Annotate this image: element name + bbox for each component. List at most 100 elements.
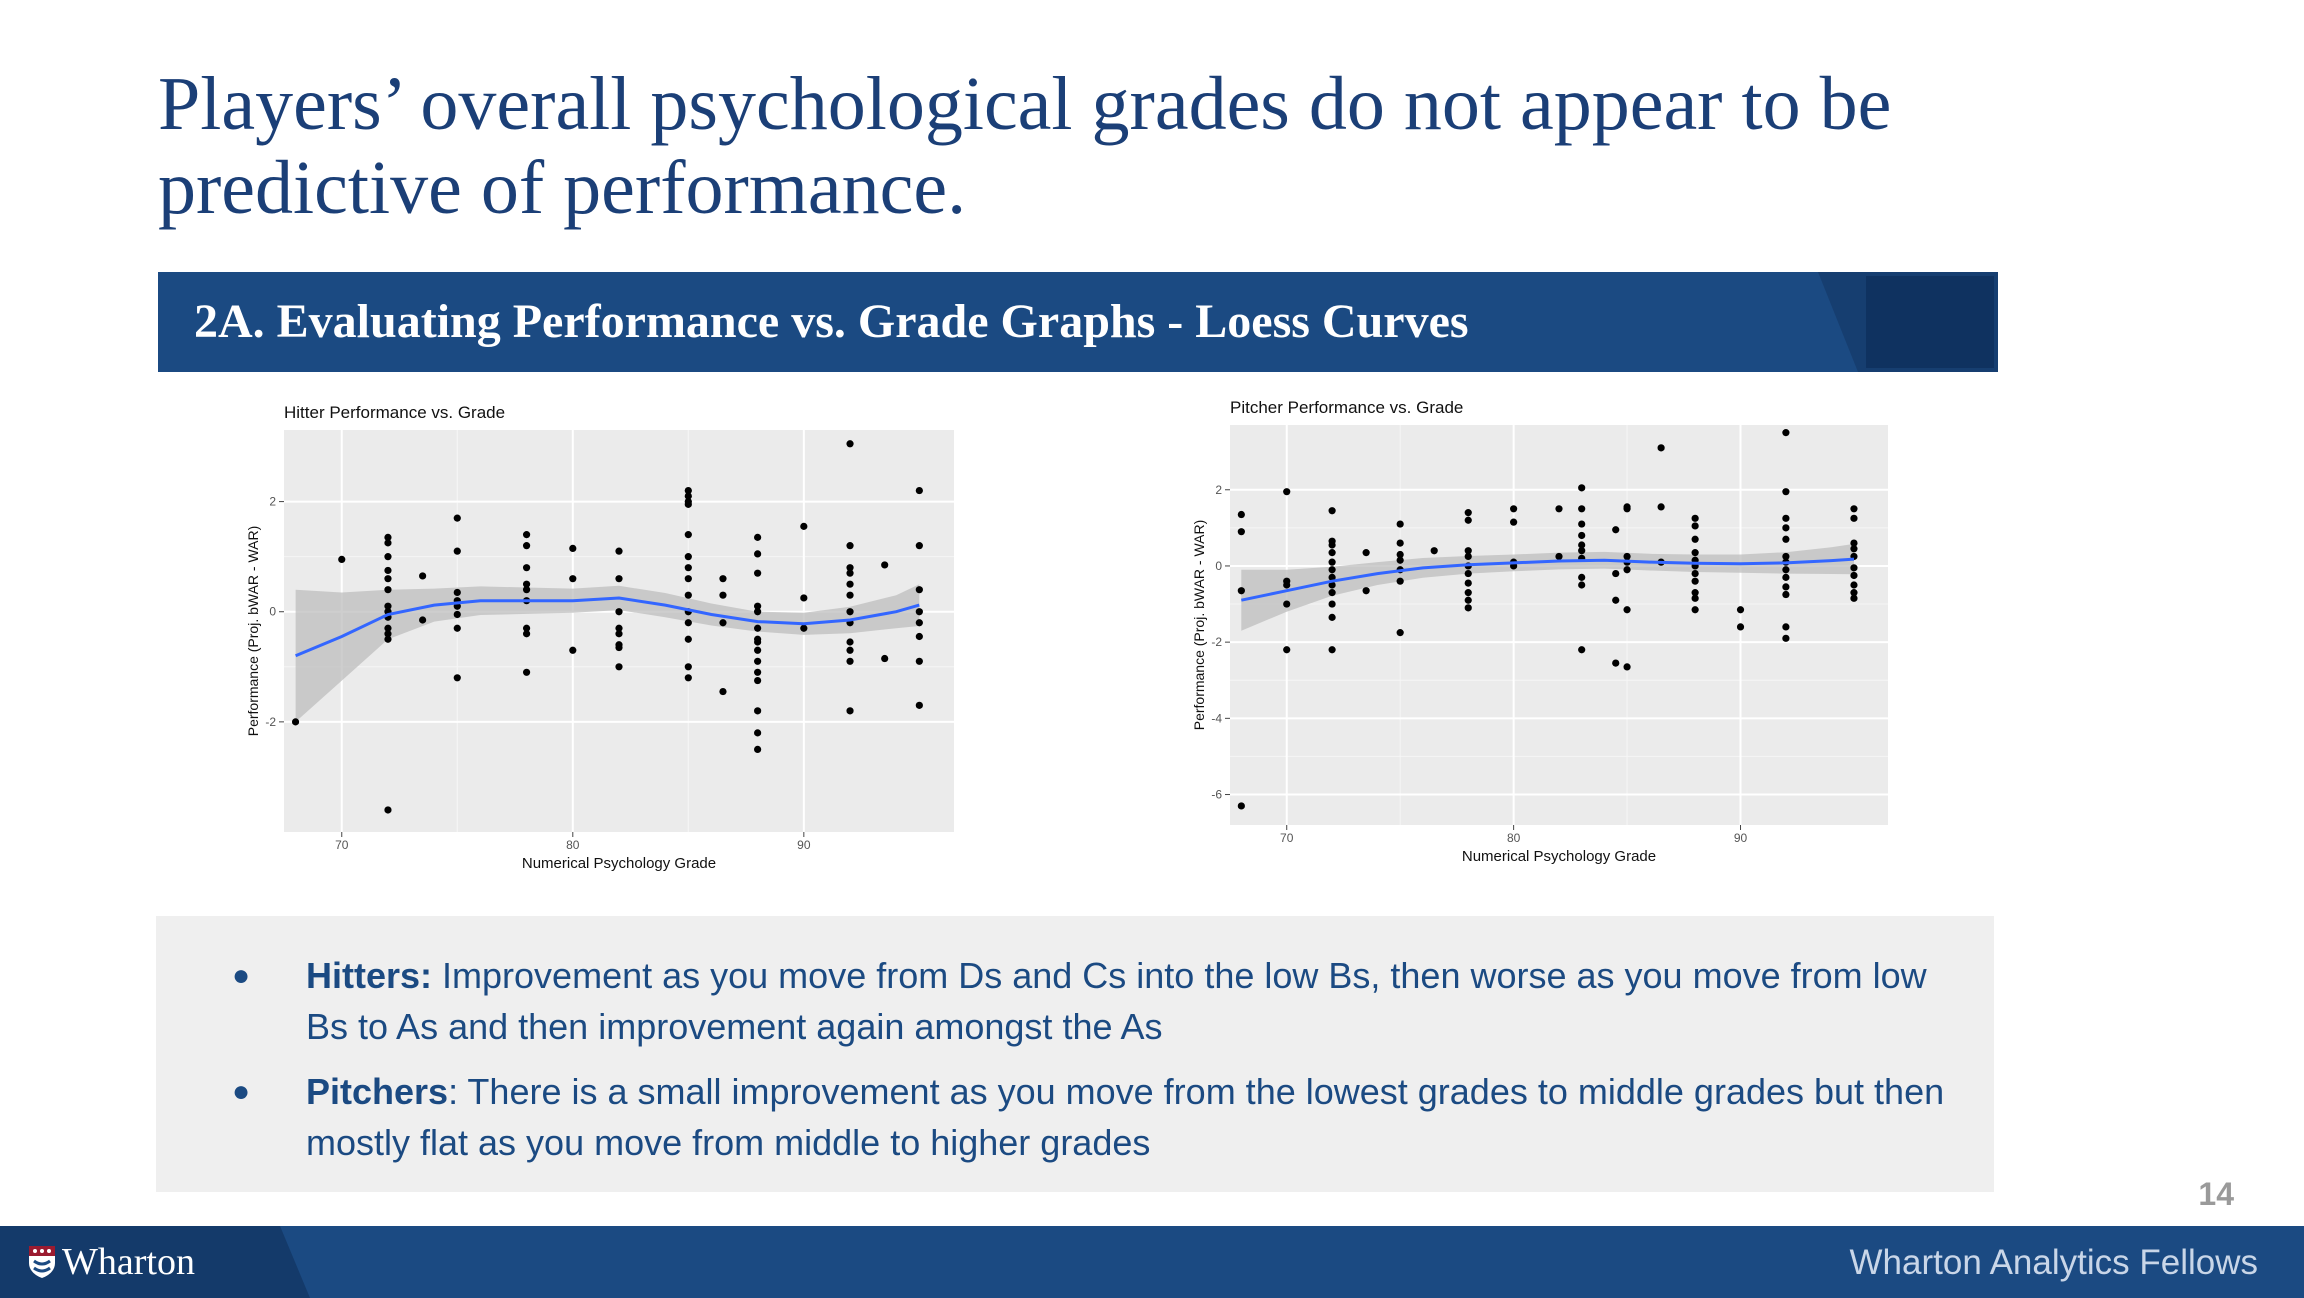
pitcher-data-point: [1328, 613, 1336, 621]
pitcher-y-tick-label: 0: [1215, 559, 1222, 573]
pitcher-data-point: [1850, 505, 1858, 513]
pitcher-data-point: [1430, 547, 1438, 555]
pitcher-data-point: [1782, 535, 1790, 543]
pitcher-data-point: [1782, 583, 1790, 591]
hitter-data-point: [522, 630, 531, 638]
hitter-data-point: [569, 544, 577, 552]
pitcher-data-point: [1782, 514, 1790, 522]
hitter-y-tick-label: 0: [269, 605, 276, 619]
hitter-data-point: [684, 531, 692, 539]
hitter-data-point: [522, 668, 531, 676]
hitter-data-point: [754, 676, 762, 685]
pitcher-data-point: [1782, 488, 1790, 496]
section-heading: 2A. Evaluating Performance vs. Grade Gra…: [194, 295, 1469, 348]
footer-org-name: Wharton Analytics Fellows: [1849, 1243, 2258, 1282]
pitcher-data-point: [1850, 545, 1858, 553]
hitter-data-point: [615, 608, 623, 616]
hitter-data-point: [915, 608, 923, 616]
hitter-data-point: [615, 547, 623, 555]
pitcher-data-point: [1328, 541, 1336, 549]
pitcher-data-point: [1782, 524, 1790, 532]
hitter-data-point: [419, 572, 427, 580]
hitter-data-point: [915, 701, 923, 709]
hitter-chart: Hitter Performance vs. Grade 70 80 90 -2 0 2 Nu…: [236, 390, 976, 880]
pitcher-y-tick-label: 2: [1215, 483, 1222, 497]
pitcher-data-point: [1237, 587, 1245, 595]
hitter-data-point: [384, 602, 392, 610]
pitcher-data-point: [1555, 505, 1563, 513]
pitcher-data-point: [1510, 518, 1518, 526]
hitter-data-point: [846, 542, 854, 550]
hitter-data-point: [684, 564, 692, 572]
hitter-data-point: [684, 635, 692, 643]
hitter-data-point: [522, 624, 531, 632]
hitter-data-point: [615, 643, 623, 652]
pitcher-data-point: [1623, 505, 1631, 513]
hitter-data-point: [384, 806, 392, 814]
hitter-data-point: [453, 547, 461, 555]
note-hitters: ● Hitters: Improvement as you move from …: [232, 950, 1946, 1052]
note-text: : There is a small improvement as you mo…: [306, 1071, 1945, 1163]
pitcher-data-point: [1782, 634, 1790, 642]
pitcher-data-point: [1657, 444, 1665, 452]
pitcher-data-point: [1237, 528, 1245, 536]
bullet-icon: ●: [232, 1075, 251, 1108]
pitcher-data-point: [1283, 600, 1291, 608]
hitter-data-point: [754, 569, 762, 577]
slide-title: Players’ overall psychological grades do…: [158, 62, 1892, 230]
pitcher-data-point: [1850, 589, 1858, 597]
hitter-data-point: [522, 586, 531, 594]
pitcher-data-point: [1328, 549, 1336, 557]
hitter-data-point: [522, 542, 531, 550]
pitcher-data-point: [1850, 539, 1858, 547]
pitcher-data-point: [1612, 659, 1620, 667]
pitcher-y-tick-label: -4: [1211, 711, 1222, 725]
pitcher-chart: Pitcher Performance vs. Grade 70 80 90 -6 -4 -…: [1180, 385, 1900, 875]
pitcher-data-point: [1850, 571, 1858, 580]
pitcher-data-point: [1328, 646, 1336, 654]
notes-box: ● Hitters: Improvement as you move from …: [156, 916, 1994, 1192]
hitter-data-point: [754, 550, 762, 558]
note-lead: Hitters:: [306, 955, 433, 996]
pitcher-y-tick-label: -6: [1211, 788, 1222, 802]
page-number: 14: [2198, 1176, 2234, 1212]
hitter-data-point: [846, 440, 854, 448]
pitcher-data-point: [1396, 520, 1404, 528]
hitter-data-point: [291, 718, 300, 726]
pitcher-data-point: [1623, 552, 1631, 561]
hitter-data-point: [384, 624, 392, 632]
hitter-data-point: [384, 533, 392, 541]
pitcher-data-point: [1578, 520, 1586, 528]
pitcher-data-point: [1782, 566, 1790, 574]
pitcher-data-point: [1362, 587, 1370, 595]
hitter-data-point: [846, 591, 854, 599]
pitcher-data-point: [1578, 646, 1586, 654]
section-banner: 2A. Evaluating Performance vs. Grade Gra…: [158, 272, 1998, 372]
hitter-data-point: [754, 707, 762, 715]
hitter-data-point: [684, 492, 692, 500]
hitter-data-point: [684, 575, 692, 583]
pitcher-data-point: [1396, 550, 1404, 559]
hitter-x-axis-title: Numerical Psychology Grade: [522, 855, 716, 872]
pitcher-chart-svg: Pitcher Performance vs. Grade 70 80 90 -6 -4 -…: [1191, 398, 1888, 865]
footer-bar: Wharton Wharton Analytics Fellows: [0, 1226, 2304, 1298]
wharton-logo: Wharton: [28, 1240, 195, 1284]
pitcher-data-point: [1362, 549, 1370, 557]
pitcher-data-point: [1464, 552, 1472, 561]
hitter-data-point: [615, 575, 623, 583]
hitter-data-point: [569, 646, 577, 654]
hitter-data-point: [800, 624, 808, 632]
hitter-data-point: [684, 591, 692, 599]
pitcher-data-point: [1237, 802, 1245, 810]
pitcher-data-point: [1850, 514, 1858, 522]
hitter-data-point: [915, 542, 923, 550]
pitcher-data-point: [1578, 505, 1586, 513]
pitcher-data-point: [1850, 564, 1858, 572]
hitter-data-point: [384, 539, 392, 547]
hitter-y-axis-title: Performance (Proj. bWAR - WAR): [245, 526, 261, 737]
pitcher-data-point: [1850, 594, 1858, 602]
hitter-data-point: [846, 638, 854, 646]
hitter-data-point: [754, 624, 762, 632]
hitter-data-point: [522, 564, 531, 572]
hitter-chart-title: Hitter Performance vs. Grade: [284, 403, 505, 422]
